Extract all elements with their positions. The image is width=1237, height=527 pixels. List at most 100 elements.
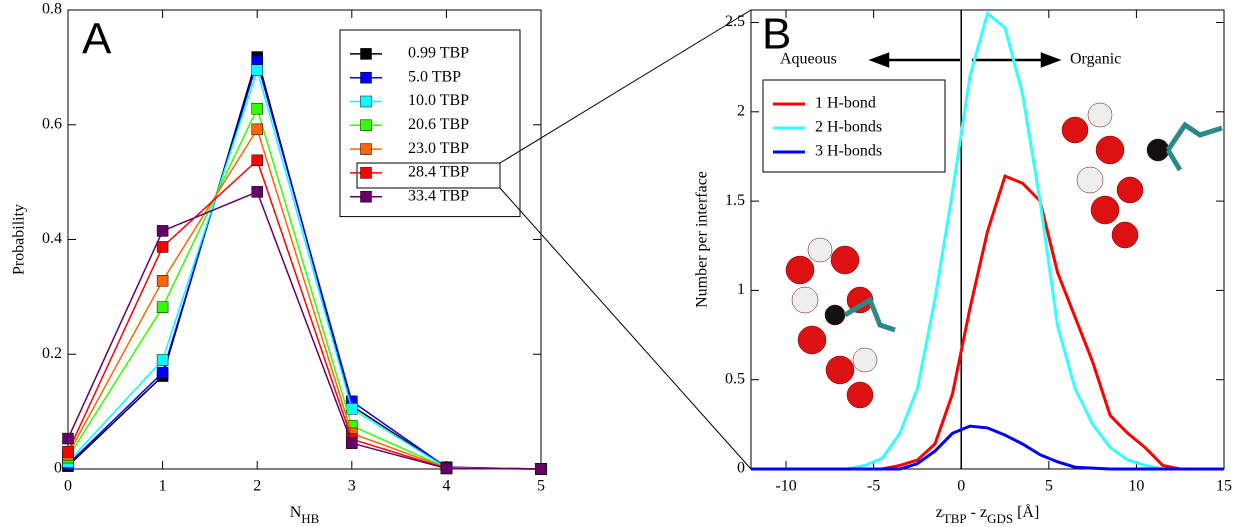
data-marker xyxy=(62,432,74,445)
chain xyxy=(843,296,896,333)
legend-label: 3 H-bonds xyxy=(815,143,882,160)
atom xyxy=(825,355,855,385)
data-marker xyxy=(251,102,263,115)
data-marker xyxy=(62,446,74,458)
atom xyxy=(1087,102,1113,128)
y-tick-label: 0.2 xyxy=(42,345,62,362)
chain xyxy=(1165,121,1223,172)
annotation: Aqueous xyxy=(780,51,837,68)
data-marker xyxy=(251,154,263,167)
x-tick-label: 1 xyxy=(159,478,167,495)
atom xyxy=(1095,135,1125,165)
x-tick-label: 15 xyxy=(1216,478,1232,495)
data-marker xyxy=(251,186,263,198)
data-marker xyxy=(156,225,169,237)
atom xyxy=(1116,176,1144,204)
x-axis-title-part: z xyxy=(936,504,943,521)
panel-label: B xyxy=(762,10,791,59)
x-tick-label: 4 xyxy=(442,478,450,495)
atom xyxy=(846,381,874,409)
y-tick-label: 2.5 xyxy=(725,13,745,30)
data-marker xyxy=(156,301,169,313)
atom xyxy=(852,347,878,373)
legend-label: 0.99 TBP xyxy=(408,45,469,62)
y-tick-label: 0 xyxy=(54,460,62,477)
x-tick-label: 10 xyxy=(1128,478,1144,495)
zoom-indicator xyxy=(356,9,752,470)
x-axis-title-part: N xyxy=(290,504,302,521)
atom xyxy=(797,325,827,355)
atom xyxy=(846,286,874,314)
atom xyxy=(824,304,846,326)
x-tick-label: 5 xyxy=(1045,478,1053,495)
data-marker xyxy=(251,123,263,136)
legend-label: 20.6 TBP xyxy=(408,116,469,133)
panel-label: A xyxy=(82,15,112,64)
molecule-illustration xyxy=(785,102,1223,409)
legend-marker xyxy=(360,143,372,155)
data-marker xyxy=(156,366,169,379)
x-tick-label: 0 xyxy=(64,478,72,495)
plot-frame xyxy=(750,9,1225,470)
y-tick-label: 1.5 xyxy=(725,192,745,209)
data-marker xyxy=(156,275,169,287)
series-line xyxy=(751,174,1224,471)
arrows xyxy=(868,52,1062,68)
x-tick-label: 5 xyxy=(537,478,545,495)
y-tick-label: 0.4 xyxy=(42,230,62,247)
series-line xyxy=(751,10,1224,471)
x-axis-title: NHB xyxy=(290,504,320,527)
x-axis-title-part: HB xyxy=(301,511,319,526)
atom xyxy=(1090,195,1120,225)
y-tick-label: 0.5 xyxy=(725,370,745,387)
legend-label: 23.0 TBP xyxy=(408,140,469,157)
legend-label: 1 H-bond xyxy=(815,95,876,112)
atom xyxy=(1076,166,1104,194)
data-marker xyxy=(346,437,358,449)
y-tick-label: 0.8 xyxy=(42,1,62,18)
legend-label: 2 H-bonds xyxy=(815,119,882,136)
series-line xyxy=(67,190,542,470)
y-axis-title: Number per interface xyxy=(694,171,711,308)
atom xyxy=(1146,138,1170,162)
legend-marker xyxy=(360,119,372,132)
x-axis-title: zTBP - zGDS [Å] xyxy=(936,503,1040,527)
legend-marker xyxy=(360,190,372,203)
legend-label: 5.0 TBP xyxy=(408,68,461,85)
y-tick-label: 0.6 xyxy=(42,115,62,132)
legend-label: 10.0 TBP xyxy=(408,92,469,109)
legend-marker xyxy=(360,71,372,84)
y-tick-label: 0 xyxy=(737,460,745,477)
atom xyxy=(807,237,833,263)
atom xyxy=(791,286,819,314)
x-tick-label: -5 xyxy=(867,478,880,495)
zoom-line xyxy=(499,9,752,164)
y-tick-label: 2 xyxy=(737,102,745,119)
legend-marker xyxy=(360,95,372,108)
atom xyxy=(1111,221,1139,249)
data-marker xyxy=(156,354,169,366)
legend-box xyxy=(339,29,521,218)
data-marker xyxy=(251,64,263,76)
x-axis-title-part: TBP xyxy=(943,511,967,526)
series-line xyxy=(751,424,1224,471)
arrow-head xyxy=(868,52,890,68)
atom xyxy=(1061,116,1089,144)
annotation: Organic xyxy=(1070,51,1121,68)
atom xyxy=(830,245,860,275)
data-marker xyxy=(156,241,169,253)
x-axis-title-part: [Å] xyxy=(1013,503,1039,521)
legend-label: 33.4 TBP xyxy=(408,187,469,204)
highlight-box xyxy=(356,162,501,189)
x-tick-label: 2 xyxy=(253,478,261,495)
legend-marker xyxy=(360,48,372,60)
legend-box xyxy=(762,79,946,173)
arrow-head xyxy=(1040,52,1062,68)
atom xyxy=(785,255,815,285)
data-marker xyxy=(440,462,453,475)
data-marker xyxy=(535,463,547,475)
x-tick-label: -10 xyxy=(775,478,796,495)
zoom-line xyxy=(499,187,752,470)
x-tick-label: 3 xyxy=(348,478,356,495)
